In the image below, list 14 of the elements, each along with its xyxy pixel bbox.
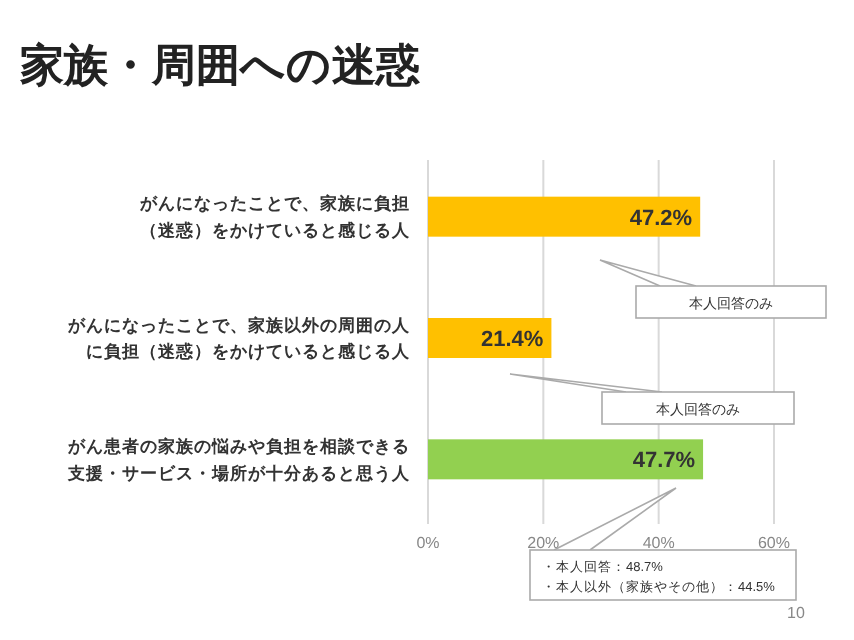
data-label: 47.7%	[632, 449, 696, 474]
data-label: 47.2%	[629, 206, 693, 231]
bar	[428, 196, 701, 237]
y-tick-label: がんになったことで、家族以外の周囲の人に負担（迷惑）をかけていると感じる人	[66, 314, 412, 362]
y-tick-label: がん患者の家族の悩みや負担を相談できる支援・サービス・場所が十分あると思う人	[66, 436, 412, 483]
text: 10	[787, 604, 806, 622]
chart-title: 家族・周囲への迷惑	[18, 40, 420, 90]
x-tick-label: 60%	[757, 534, 791, 552]
data-label: 21.4%	[481, 328, 544, 352]
x-tick-label: 40%	[642, 534, 675, 552]
bar	[428, 439, 704, 480]
x-tick-label: 20%	[527, 534, 560, 552]
y-tick-label: がんになったことで、家族に負担（迷惑）をかけていると感じる人	[138, 193, 412, 240]
x-tick-label: 0%	[416, 534, 440, 552]
